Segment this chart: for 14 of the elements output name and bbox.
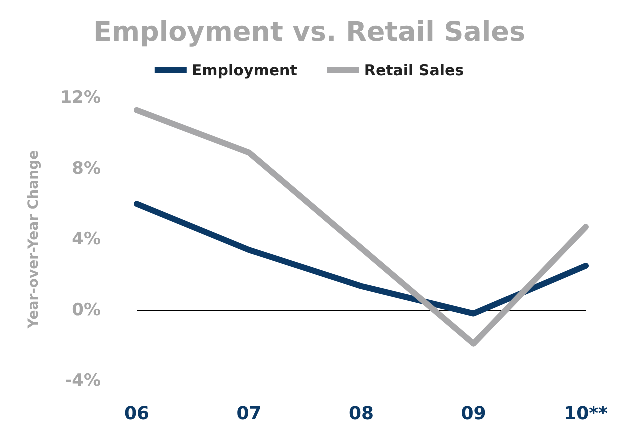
y-tick-label: 0%	[72, 300, 101, 320]
y-axis-title: Year-over-Year Change	[26, 150, 42, 330]
legend-label: Retail Sales	[364, 62, 464, 80]
y-tick-label: -4%	[65, 371, 101, 391]
x-tick-label: 08	[348, 404, 374, 424]
y-tick-label: 8%	[72, 158, 101, 179]
x-tick-label: 10**	[564, 404, 609, 424]
y-tick-label: 4%	[72, 230, 101, 250]
x-tick-label: 07	[236, 404, 262, 424]
x-tick-label: 06	[124, 404, 150, 424]
chart-title: Employment vs. Retail Sales	[93, 17, 526, 48]
x-tick-label: 09	[461, 404, 486, 424]
y-tick-label: 12%	[60, 88, 101, 108]
legend-label: Employment	[192, 62, 298, 80]
